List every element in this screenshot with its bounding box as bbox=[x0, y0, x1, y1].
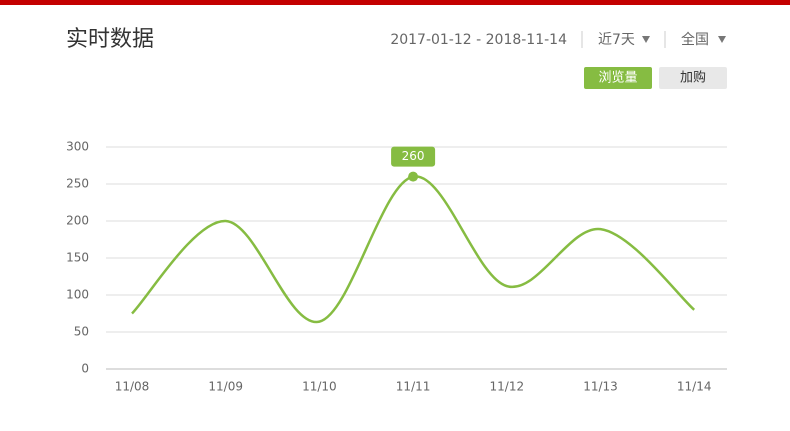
y-tick-label: 100 bbox=[66, 288, 89, 302]
y-tick-label: 200 bbox=[66, 214, 89, 228]
dropdown-arrow[interactable] bbox=[718, 36, 726, 43]
x-tick-label: 11/13 bbox=[583, 380, 618, 394]
x-tick-label: 11/08 bbox=[115, 380, 150, 394]
period-select[interactable]: 近7天 bbox=[598, 32, 635, 48]
title: 实时数据 bbox=[66, 27, 154, 52]
x-tick-label: 11/09 bbox=[208, 380, 243, 394]
line bbox=[131, 175, 696, 323]
date-range: 2017-01-12 - 2018-11-14 bbox=[390, 32, 567, 48]
top-bar bbox=[0, 0, 790, 5]
tab-label[interactable]: 加购 bbox=[680, 70, 706, 86]
y-tick-label: 0 bbox=[81, 362, 89, 376]
y-tick-label: 50 bbox=[74, 325, 89, 339]
tab-label[interactable]: 浏览量 bbox=[598, 70, 637, 86]
y-tick-label: 250 bbox=[66, 177, 89, 191]
x-tick-label: 11/10 bbox=[302, 380, 337, 394]
point bbox=[408, 171, 419, 182]
tooltip bbox=[391, 146, 436, 167]
region-select[interactable]: 全国 bbox=[681, 31, 709, 48]
y-tick-label: 300 bbox=[66, 140, 89, 154]
x-tick-label: 11/11 bbox=[396, 380, 431, 394]
x-tick-label: 11/14 bbox=[677, 380, 712, 394]
tab-active[interactable] bbox=[584, 67, 652, 89]
x-tick-label: 11/12 bbox=[490, 380, 525, 394]
tab[interactable] bbox=[659, 67, 727, 89]
tooltip-label: 260 bbox=[402, 149, 425, 163]
y-tick-label: 150 bbox=[66, 251, 89, 265]
dropdown-arrow[interactable] bbox=[642, 36, 650, 43]
